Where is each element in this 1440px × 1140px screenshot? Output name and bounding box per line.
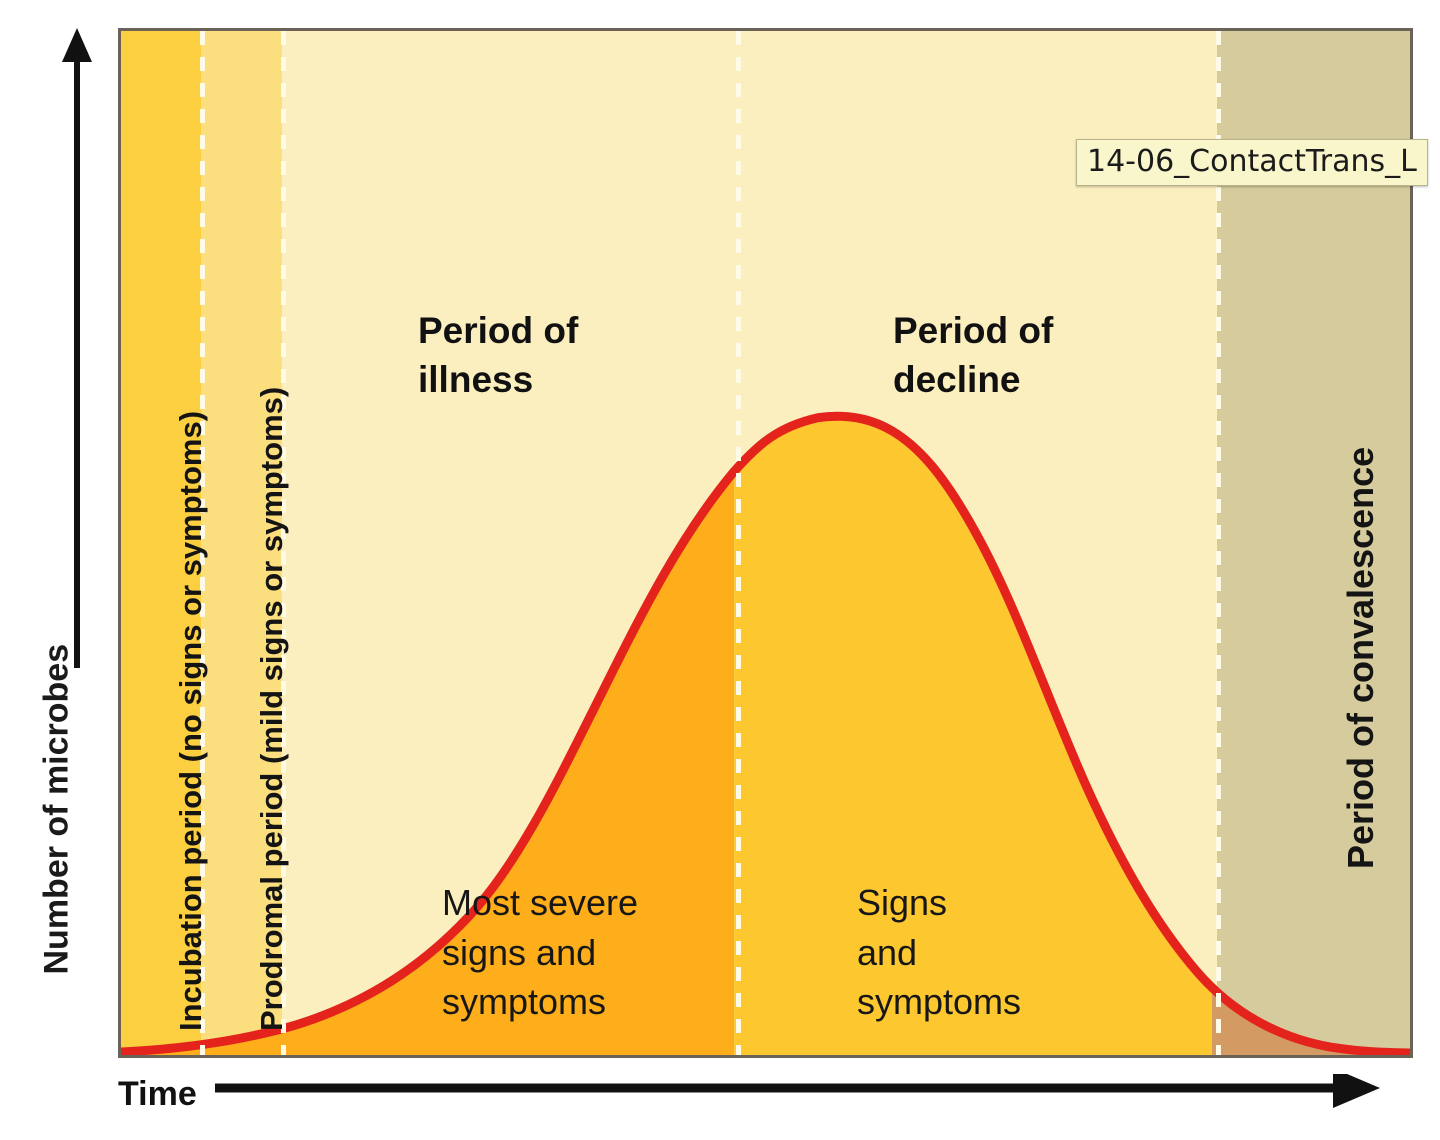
- band-label-convalescence: Period of convalescence: [1340, 446, 1381, 869]
- band-incubation: [121, 31, 201, 1055]
- y-axis-arrow-icon: [62, 28, 92, 668]
- divider-incubation-prodromal: [200, 31, 205, 1055]
- divider-decline-convalescence: [1216, 31, 1221, 1055]
- x-axis-arrow-icon: [215, 1074, 1380, 1108]
- phase-title-illness: Period of illness: [418, 310, 579, 401]
- phase-note-decline: Signs and symptoms: [857, 882, 1022, 1023]
- band-convalescence: [1217, 31, 1410, 1055]
- divider-prodromal-illness: [281, 31, 286, 1055]
- band-prodromal: [201, 31, 282, 1055]
- phase-note-illness: Most severe signs and symptoms: [442, 882, 639, 1023]
- microbe-curve: [121, 411, 1410, 1055]
- y-axis-label: Number of microbes: [37, 643, 76, 975]
- phase-title-decline: Period of decline: [893, 310, 1054, 401]
- image-filename-tooltip: 14-06_ContactTrans_L: [1076, 139, 1428, 186]
- divider-illness-decline: [736, 31, 741, 1055]
- band-label-prodromal: Prodromal period (mild signs or symptoms…: [254, 386, 289, 1031]
- plot-area: Incubation period (no signs or symptoms)…: [118, 28, 1413, 1058]
- band-label-incubation: Incubation period (no signs or symptoms): [173, 410, 208, 1031]
- x-axis-label: Time: [118, 1075, 197, 1113]
